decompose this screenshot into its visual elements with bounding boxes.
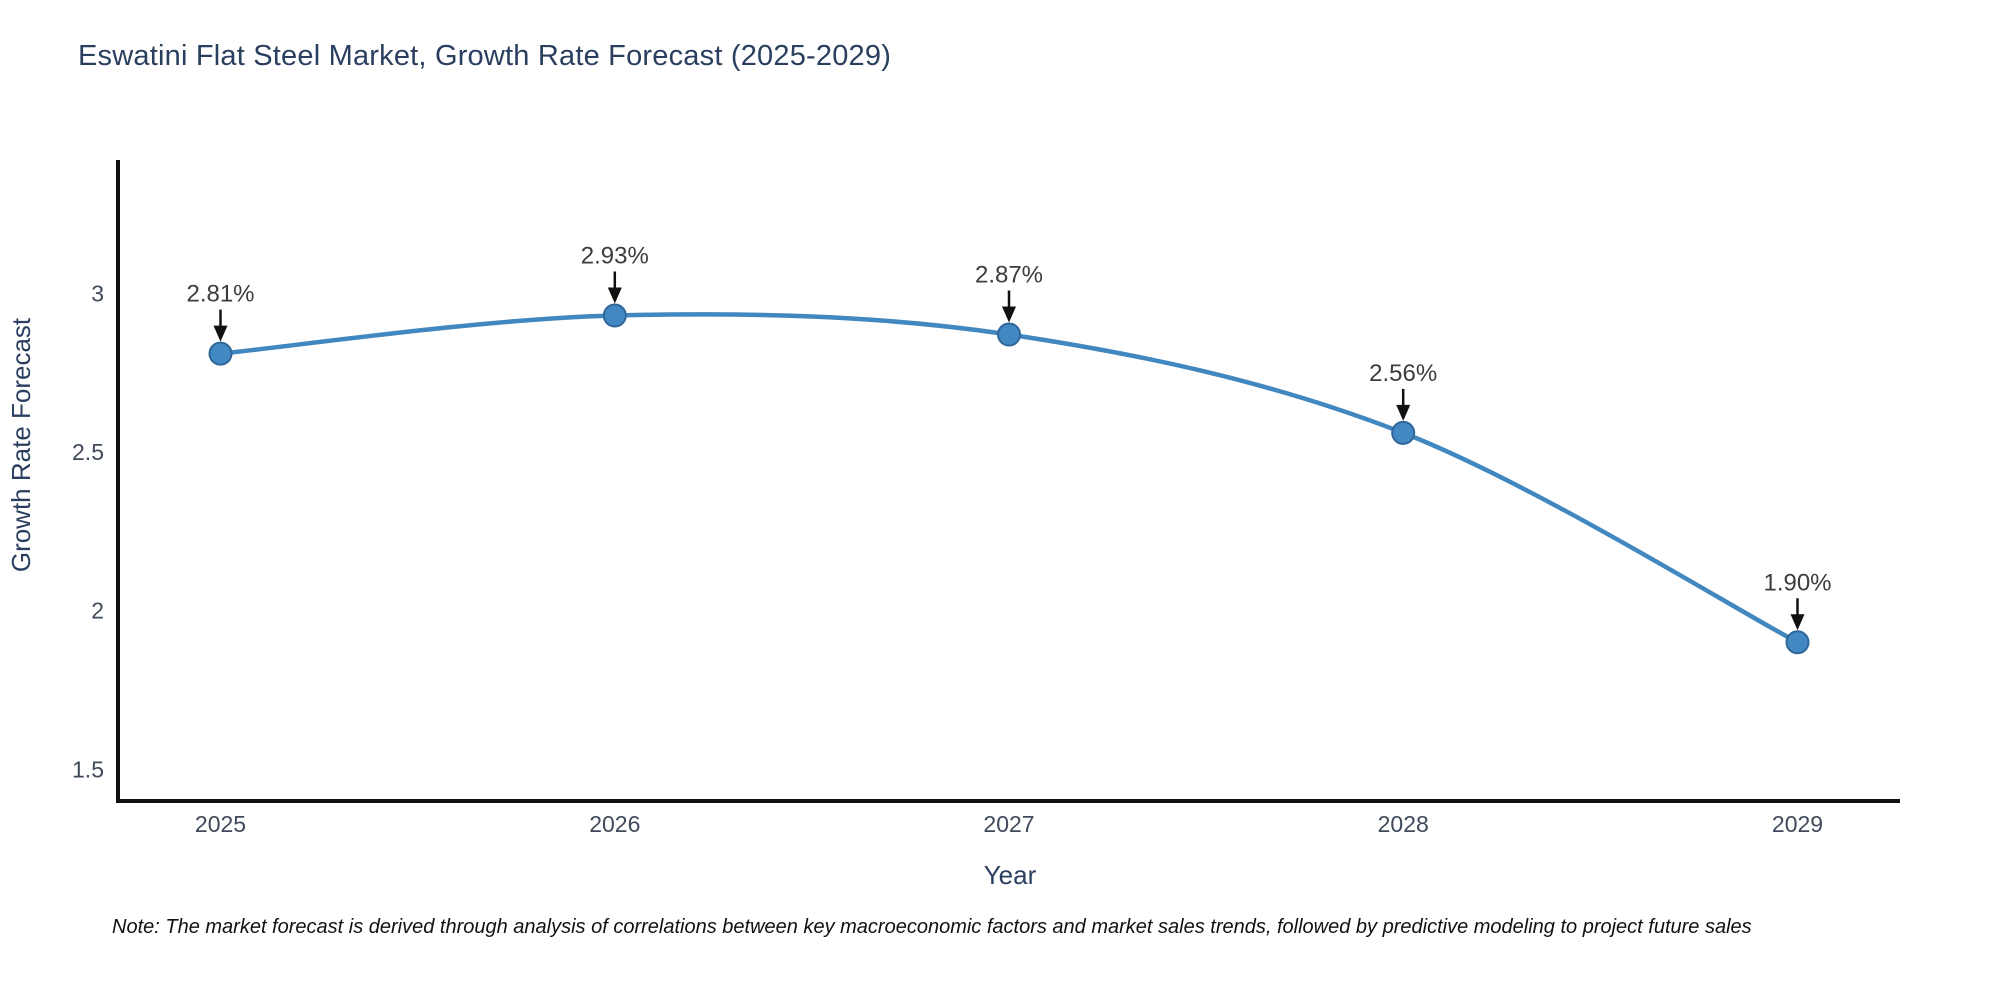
note-text: Note: The market forecast is derived thr… [112,916,1752,938]
data-point-label: 1.90% [1763,569,1831,596]
y-tick-label: 2.5 [72,439,104,465]
annotation-arrowhead-icon [607,287,622,304]
annotation-arrowhead-icon [213,325,228,342]
y-tick-label: 1.5 [72,756,104,782]
x-tick-label: 2029 [1772,811,1823,837]
x-tick-label: 2026 [589,811,640,837]
x-tick-label: 2027 [983,811,1034,837]
annotation-arrowhead-icon [1002,306,1016,323]
data-point-marker[interactable] [208,341,233,366]
data-point-label: 2.56% [1369,360,1437,387]
x-axis-title: Year [984,860,1037,890]
data-point-label: 2.87% [975,262,1043,289]
data-point-marker[interactable] [997,322,1021,347]
y-tick-label: 3 [91,280,104,306]
data-point-label: 2.81% [186,281,254,308]
x-tick-label: 2028 [1378,811,1429,837]
annotation-arrowhead-icon [1396,404,1411,421]
data-point-marker[interactable] [602,303,627,328]
data-point-label: 2.93% [581,243,649,270]
forecast-line [218,312,1800,645]
data-point-marker[interactable] [1391,420,1416,445]
y-tick-label: 2 [91,598,104,624]
annotation-arrowhead-icon [1790,614,1805,631]
data-point-marker[interactable] [1785,630,1810,655]
x-tick-label: 2025 [195,811,246,837]
y-axis-title: Growth Rate Forecast [6,317,36,572]
chart-title: Eswatini Flat Steel Market, Growth Rate … [78,40,892,72]
